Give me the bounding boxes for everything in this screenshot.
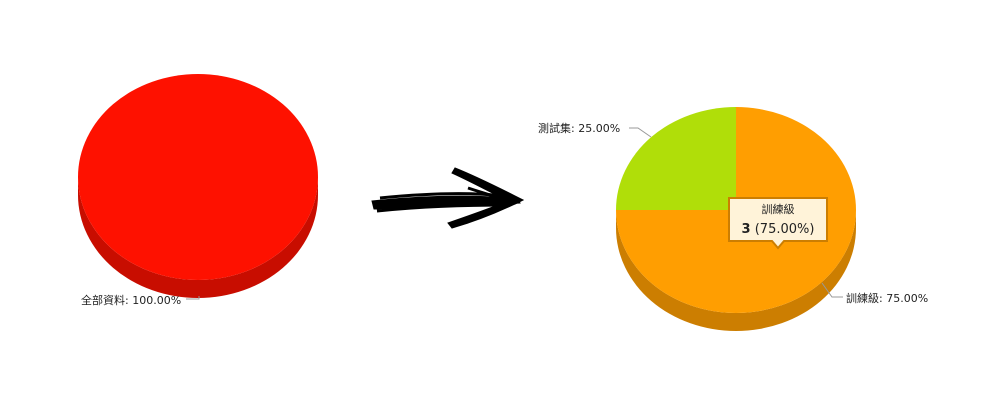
- tooltip-percent-value: (75.00%): [755, 222, 815, 237]
- slice-label-training-set: 訓練級: 75.00%: [846, 291, 928, 305]
- pie1-slice-0[interactable]: [78, 74, 318, 280]
- label-connector-training-set: [821, 282, 843, 298]
- pie-top-layer: [78, 74, 318, 280]
- pie-chart-split: 測試集: 25.00% 訓練級: 75.00% 訓練級 3 (75.00%): [538, 107, 928, 331]
- tooltip-box: [728, 197, 828, 250]
- pie1-side-0: [78, 177, 318, 298]
- pie-side-layer: [616, 210, 856, 331]
- pie2-side-1: [616, 210, 856, 331]
- slice-label-all-data: 全部資料: 100.00%: [81, 293, 181, 307]
- pie-side-layer: [78, 177, 318, 298]
- pie-chart-all-data: 全部資料: 100.00%: [78, 74, 318, 307]
- tooltip-count: 3: [742, 222, 751, 237]
- slice-label-test-set: 測試集: 25.00%: [538, 121, 620, 135]
- label-connector-test-set: [629, 127, 652, 138]
- pie2-slice-0[interactable]: [616, 107, 736, 210]
- label-connector-all-data: [186, 296, 200, 300]
- right-arrow-icon: [371, 167, 525, 229]
- tooltip-title: 訓練級: [762, 202, 795, 216]
- tooltip: 訓練級 3 (75.00%): [728, 197, 828, 250]
- tooltip-value: 3 (75.00%): [742, 222, 815, 237]
